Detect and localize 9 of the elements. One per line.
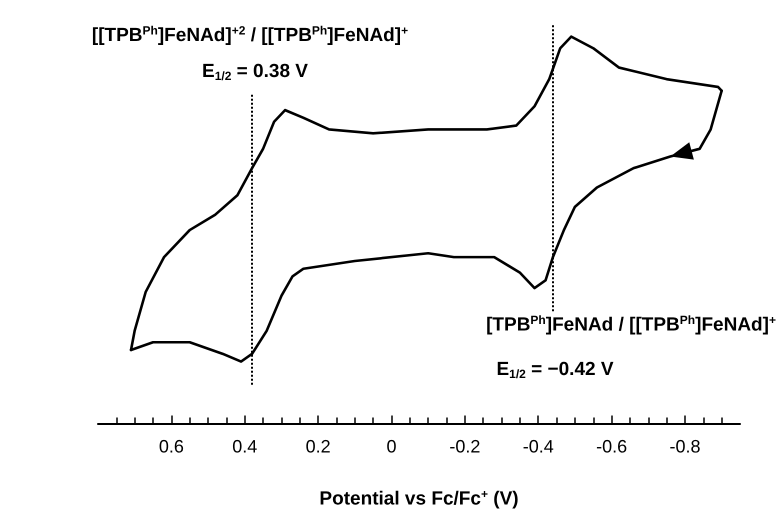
x-axis-title: Potential vs Fc/Fc+ (V) bbox=[319, 487, 519, 510]
x-tick-label: -0.2 bbox=[449, 436, 480, 456]
x-tick-label: -0.6 bbox=[596, 436, 628, 456]
x-tick-label: 0.4 bbox=[232, 436, 258, 456]
x-tick-label: 0 bbox=[386, 436, 396, 456]
x-tick-label: -0.4 bbox=[522, 436, 554, 456]
x-tick-label: 0.6 bbox=[158, 436, 184, 456]
x-tick-label: -0.8 bbox=[669, 436, 700, 456]
x-tick-label: 0.2 bbox=[306, 436, 331, 456]
